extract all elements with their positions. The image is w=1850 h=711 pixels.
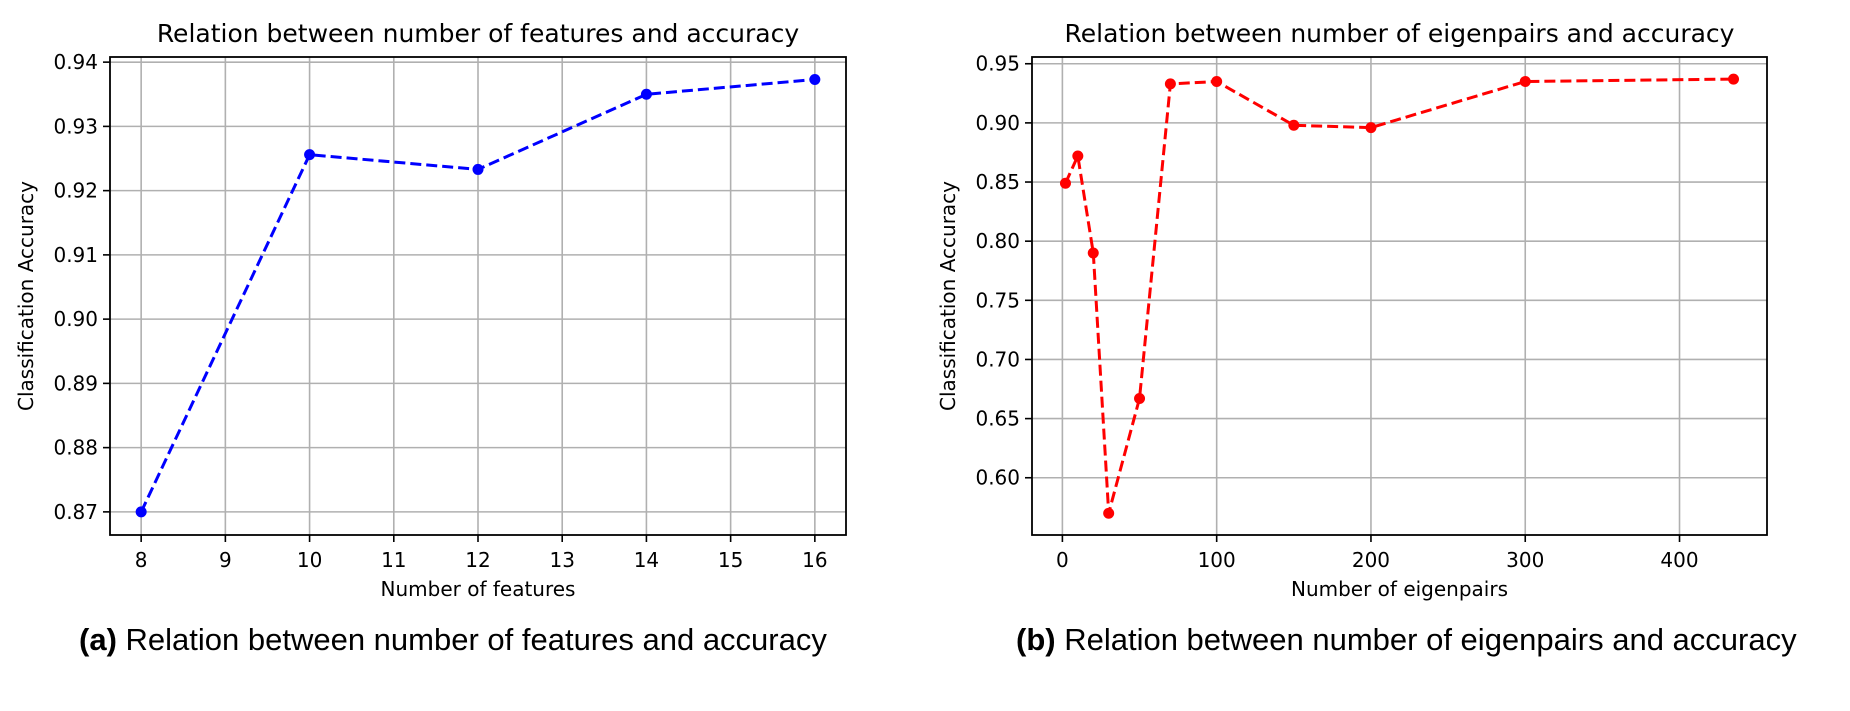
- y-tick-label-1: 0.65: [975, 407, 1020, 431]
- x-axis-label: Number of eigenpairs: [1291, 577, 1508, 601]
- caption-a-label: (a): [79, 622, 117, 657]
- data-point-10: [1728, 73, 1740, 85]
- data-point-0: [135, 506, 147, 518]
- series-line-0: [1064, 77, 1734, 514]
- caption-b: (b) Relation between number of eigenpair…: [1016, 622, 1797, 658]
- data-point-8: [1365, 122, 1377, 134]
- caption-b-label: (b): [1016, 622, 1056, 657]
- data-point-6: [1211, 75, 1223, 87]
- x-axis-label: Number of features: [381, 577, 576, 601]
- x-tick-label-2: 10: [297, 548, 322, 572]
- caption-a: (a) Relation between number of features …: [79, 622, 827, 658]
- y-tick-label-6: 0.90: [975, 111, 1020, 135]
- data-point-4: [1134, 392, 1146, 404]
- chart-title: Relation between number of eigenpairs an…: [1065, 19, 1735, 48]
- x-tick-label-1: 9: [219, 548, 232, 572]
- plot-frame: [1031, 56, 1768, 536]
- y-tick-label-3: 0.75: [975, 288, 1020, 312]
- caption-a-text: Relation between number of features and …: [116, 622, 827, 657]
- y-tick-label-3: 0.90: [53, 307, 98, 331]
- x-tick-label-0: 0: [1056, 548, 1069, 572]
- chart-a: 8 9 10 11 12 13 14 15 16 0.87 0.88 0.89 0.90 0.91 0.92…: [14, 19, 847, 601]
- y-tick-label-7: 0.94: [53, 50, 98, 74]
- data-point-2: [1087, 247, 1099, 259]
- y-tick-label-5: 0.92: [53, 179, 98, 203]
- y-tick-label-4: 0.91: [53, 243, 98, 267]
- y-tick-label-4: 0.80: [975, 229, 1020, 253]
- x-tick-label-5: 13: [549, 548, 574, 572]
- data-point-1: [1072, 150, 1084, 162]
- x-tick-label-8: 16: [802, 548, 827, 572]
- caption-b-text: Relation between number of eigenpairs an…: [1055, 622, 1797, 657]
- y-axis-label: Classification Accuracy: [14, 181, 38, 411]
- data-point-4: [809, 73, 821, 85]
- x-tick-label-2: 200: [1352, 548, 1390, 572]
- y-tick-label-0: 0.87: [53, 500, 98, 524]
- x-tick-label-7: 15: [718, 548, 743, 572]
- y-axis-label: Classification Accuracy: [936, 181, 960, 411]
- x-tick-label-4: 400: [1660, 548, 1698, 572]
- x-tick-label-0: 8: [135, 548, 148, 572]
- chart-b: 0 100 200 300 400 0.60 0.65 0.70 0.75 0.80 0.85 0.9…: [936, 19, 1768, 601]
- y-tick-label-2: 0.89: [53, 371, 98, 395]
- y-tick-label-0: 0.60: [975, 466, 1020, 490]
- data-point-0: [1059, 177, 1071, 189]
- x-tick-label-4: 12: [465, 548, 490, 572]
- x-tick-label-3: 11: [381, 548, 406, 572]
- data-point-2: [472, 163, 484, 175]
- data-point-1: [304, 149, 316, 161]
- x-tick-label-3: 300: [1506, 548, 1544, 572]
- y-tick-label-5: 0.85: [975, 170, 1020, 194]
- y-tick-label-6: 0.93: [53, 114, 98, 138]
- chart-title: Relation between number of features and …: [157, 19, 800, 48]
- x-tick-label-6: 14: [634, 548, 659, 572]
- data-point-3: [1103, 507, 1115, 519]
- y-tick-label-1: 0.88: [53, 436, 98, 460]
- data-point-7: [1288, 119, 1300, 131]
- x-tick-label-1: 100: [1198, 548, 1236, 572]
- y-tick-label-2: 0.70: [975, 347, 1020, 371]
- y-tick-label-7: 0.95: [975, 52, 1020, 76]
- data-point-5: [1164, 78, 1176, 90]
- data-point-9: [1519, 75, 1531, 87]
- data-point-3: [640, 88, 652, 100]
- plot-frame: [109, 56, 847, 536]
